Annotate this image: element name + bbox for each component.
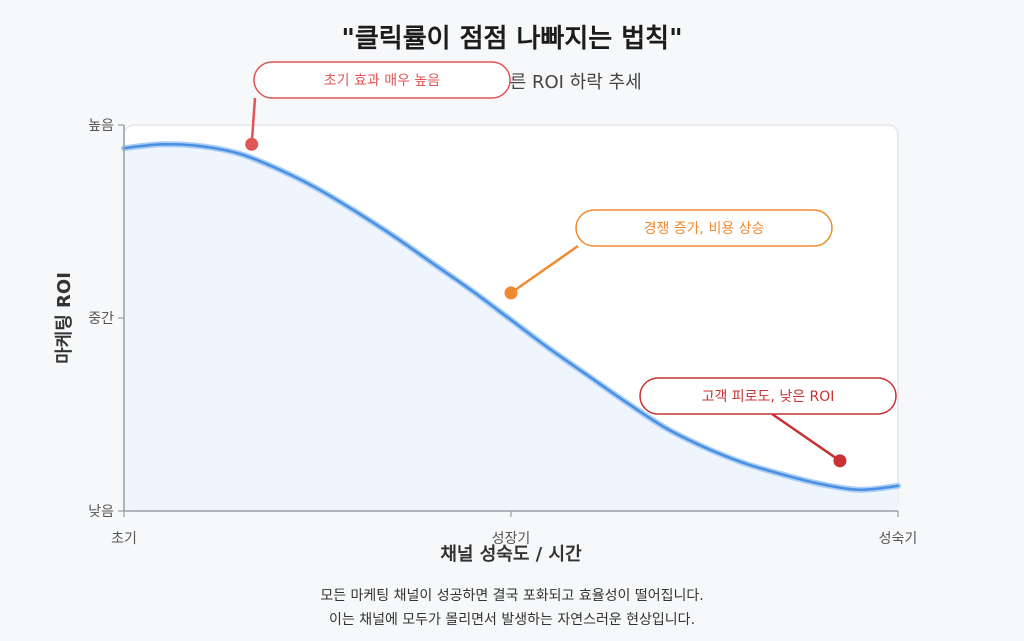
annotation-marker [833, 454, 847, 468]
annotation-box [639, 377, 897, 415]
annotation-leader [771, 412, 841, 462]
x-tick-label: 성장기 [492, 531, 531, 547]
x-axis-label: 채널 성숙도 / 시간 [440, 544, 582, 565]
annotation-box [575, 209, 833, 247]
x-tick-label: 성숙기 [879, 531, 918, 547]
y-tick-label: 높음 [88, 118, 114, 134]
annotation-leader [510, 244, 579, 294]
series-line [122, 142, 900, 492]
footer-line-1: 모든 마케팅 채널이 성공하면 결국 포화되고 효율성이 떨어집니다. [320, 588, 704, 604]
annotation-label: 경쟁 증가, 비용 상승 [644, 221, 765, 237]
annotation-box [253, 61, 511, 99]
annotation-label: 고객 피로도, 낮은 ROI [702, 389, 835, 405]
annotation-leader [250, 97, 257, 145]
footer-line-2: 이는 채널에 모두가 몰리면서 발생하는 자연스러운 현상입니다. [328, 612, 696, 628]
annotation-marker [245, 137, 259, 151]
y-tick-label: 중간 [88, 311, 114, 327]
series-area [124, 144, 898, 511]
footer-note: 모든 마케팅 채널이 성공하면 결국 포화되고 효율성이 떨어집니다. 이는 채… [0, 584, 1024, 632]
annotation-label: 초기 효과 매우 높음 [324, 73, 441, 89]
x-tick-label: 초기 [111, 531, 137, 547]
annotation-marker [504, 286, 518, 300]
y-axis-label: 마케팅 ROI [54, 272, 75, 364]
y-tick-label: 낮음 [88, 504, 114, 520]
chart-title: "클릭률이 점점 나빠지는 법칙" [341, 24, 683, 54]
